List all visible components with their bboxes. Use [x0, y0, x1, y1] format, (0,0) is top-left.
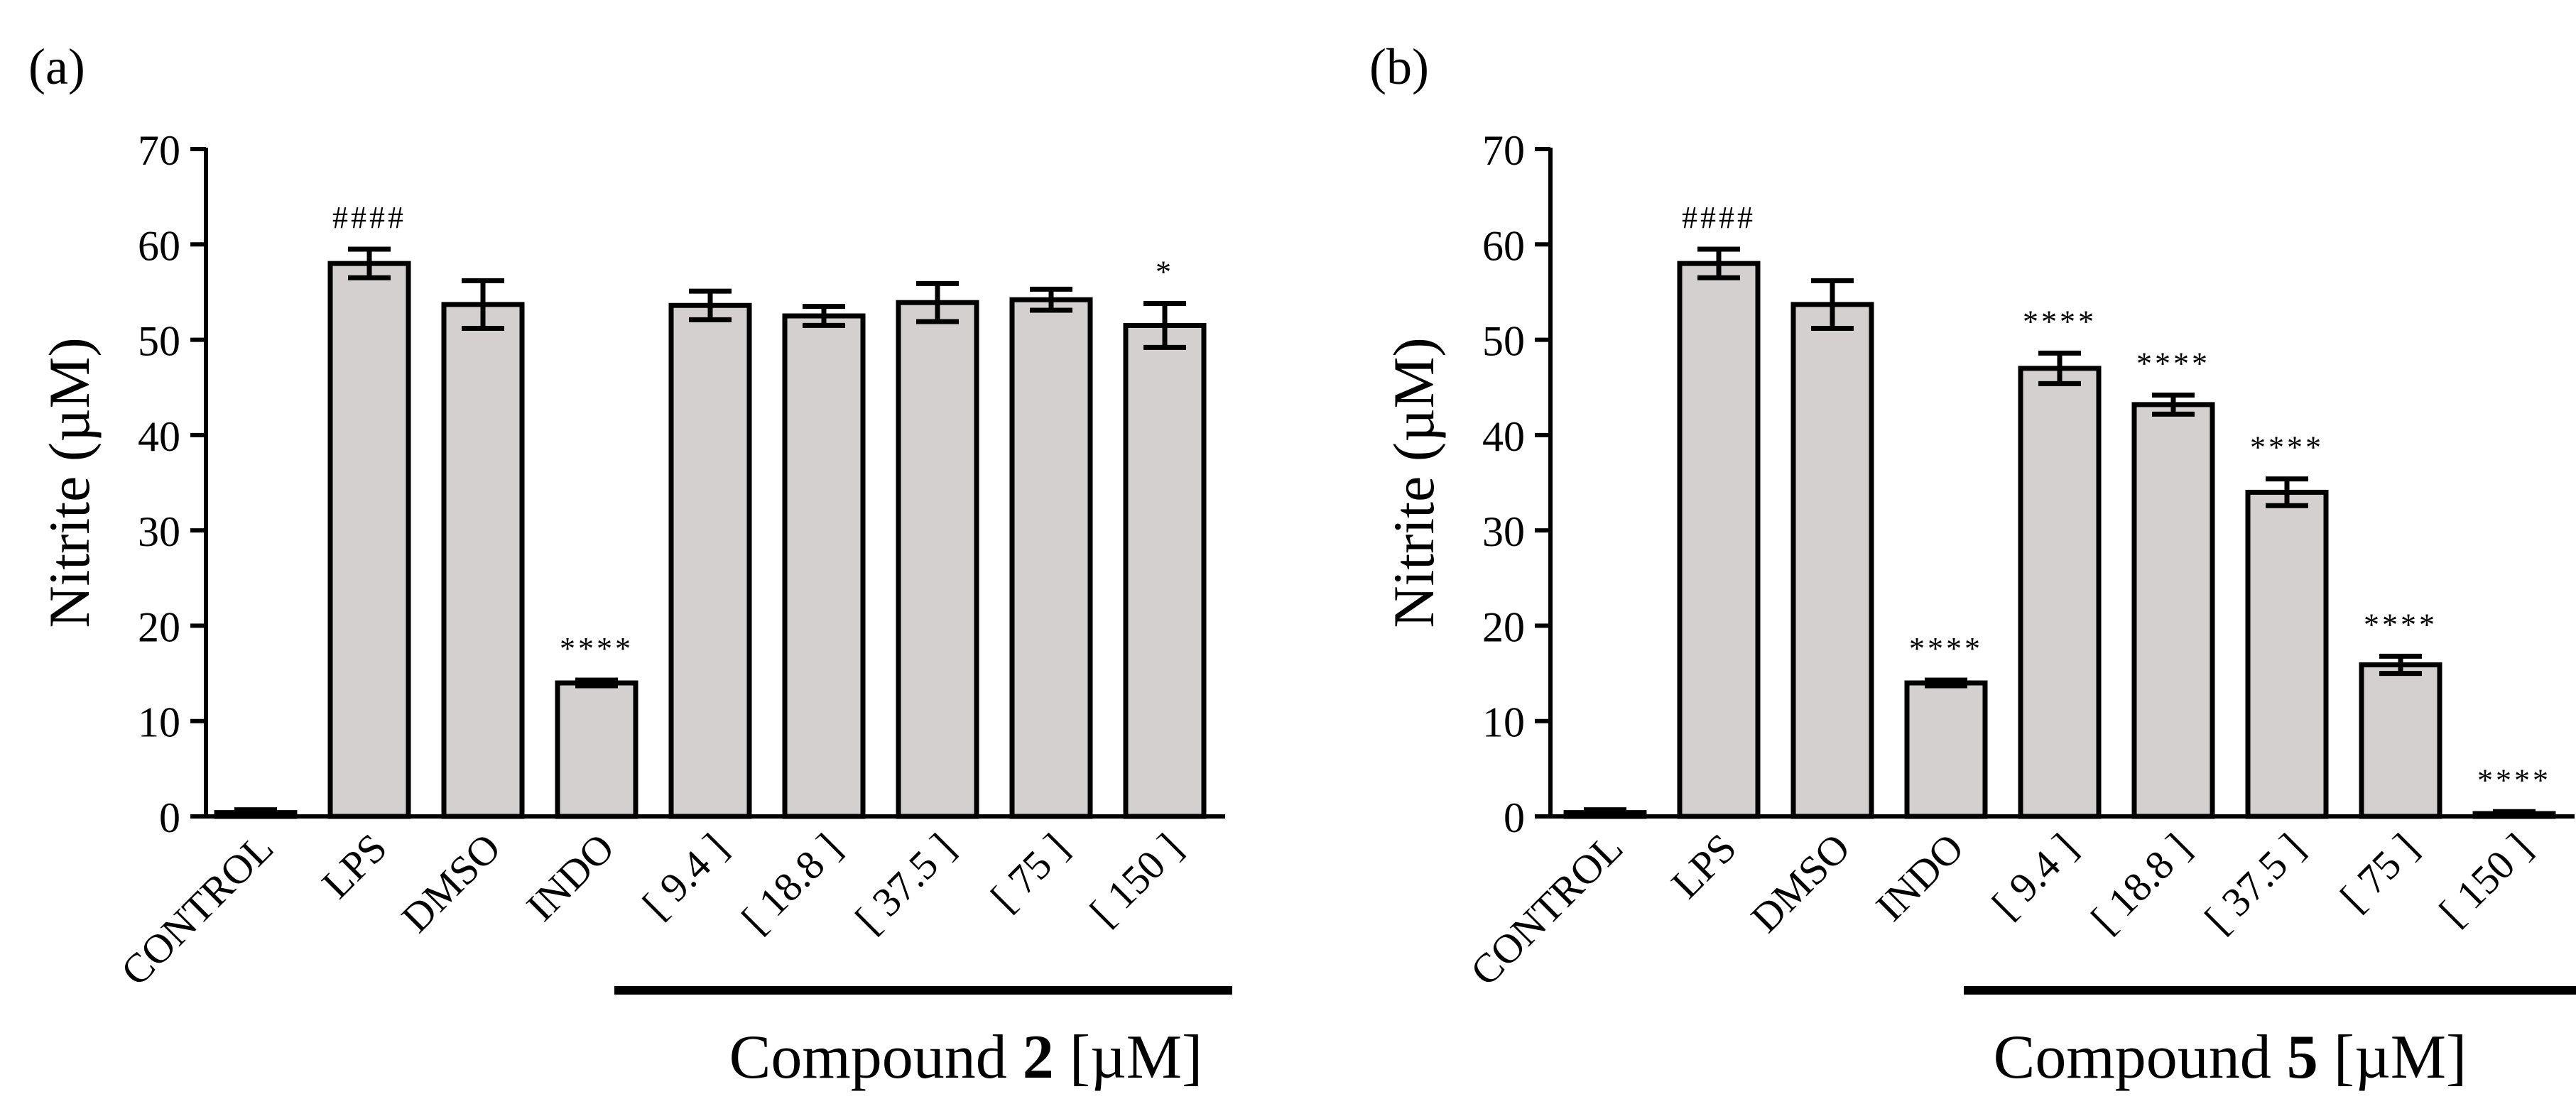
y-tick-label: 70: [138, 127, 180, 174]
significance-label: *: [1156, 255, 1174, 290]
significance-label: ****: [2250, 430, 2324, 465]
bar: [1123, 322, 1207, 819]
bar: [1677, 261, 1761, 819]
bar: [2131, 402, 2215, 819]
y-tick-label: 60: [138, 222, 180, 269]
bar: [555, 680, 638, 819]
significance-label: ****: [2136, 346, 2210, 381]
group-label-suffix: [µM]: [2318, 1023, 2467, 1092]
significance-label: ****: [1909, 631, 1983, 666]
y-tick-label: 30: [138, 508, 180, 555]
significance-label: ****: [2364, 607, 2438, 642]
group-label: Compound 5 [µM]: [1994, 1023, 2467, 1092]
y-tick-label: 50: [138, 318, 180, 365]
y-axis-title: Nitrite (µM): [37, 337, 102, 628]
y-tick-label: 70: [1482, 127, 1525, 174]
significance-label: ****: [2023, 304, 2097, 339]
group-label: Compound 2 [µM]: [729, 1023, 1203, 1092]
panel-label: (b): [1369, 38, 1429, 95]
y-tick-label: 10: [1482, 699, 1525, 746]
significance-label: ####: [1682, 200, 1756, 235]
bar: [441, 302, 525, 819]
y-tick-label: 40: [1482, 413, 1525, 460]
bar: [2018, 366, 2102, 819]
y-axis-title: Nitrite (µM): [1381, 337, 1446, 628]
bar: [327, 261, 411, 819]
bar: [896, 300, 979, 819]
y-tick-label: 0: [1504, 794, 1525, 841]
bar: [2359, 662, 2442, 819]
significance-label: ####: [332, 200, 406, 235]
y-tick-label: 30: [1482, 508, 1525, 555]
group-label-prefix: Compound: [1994, 1023, 2287, 1092]
bar: [1904, 680, 1988, 819]
bar: [782, 313, 866, 819]
significance-label: ****: [2477, 762, 2551, 797]
y-tick-label: 50: [1482, 318, 1525, 365]
bar: [1790, 302, 1874, 819]
significance-label: ****: [560, 631, 634, 666]
panel-label: (a): [28, 38, 85, 95]
group-label-suffix: [µM]: [1054, 1023, 1203, 1092]
group-label-number: 2: [1023, 1023, 1054, 1092]
y-tick-label: 20: [138, 603, 180, 650]
bar: [668, 302, 752, 819]
y-tick-label: 20: [1482, 603, 1525, 650]
y-tick-label: 0: [159, 794, 180, 841]
y-tick-label: 60: [1482, 222, 1525, 269]
y-tick-label: 10: [138, 699, 180, 746]
group-label-prefix: Compound: [729, 1023, 1023, 1092]
bar: [1009, 297, 1093, 819]
group-label-number: 5: [2287, 1023, 2318, 1092]
y-tick-label: 40: [138, 413, 180, 460]
bar: [2245, 489, 2329, 819]
